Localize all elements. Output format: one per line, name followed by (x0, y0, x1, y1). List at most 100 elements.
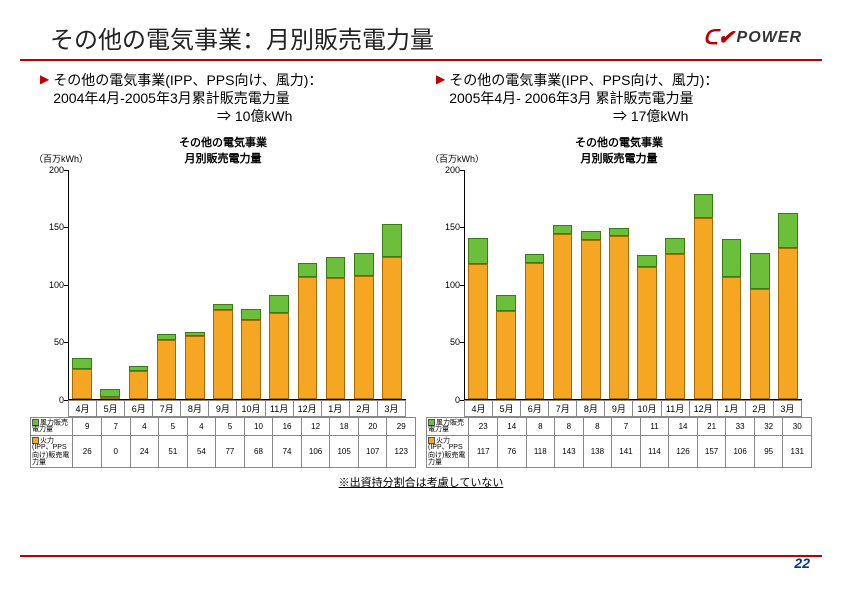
legend-cell: 風力販売電力量 (31, 417, 73, 435)
bar-slot (718, 170, 746, 399)
x-label: 2月 (350, 400, 378, 417)
chart-heading: その他の電気事業(IPP、PPS向け、風力)：2005年4月- 2006年3月 … (449, 71, 718, 126)
bar-orange (269, 313, 289, 398)
data-cell: 14 (669, 417, 698, 435)
bar-green (72, 358, 92, 368)
bar-green (241, 309, 261, 321)
bar-slot (746, 170, 774, 399)
data-cell: 114 (640, 435, 669, 468)
bar-slot (350, 170, 378, 399)
bar-orange (525, 263, 545, 399)
chart-column-1: ▶その他の電気事業(IPP、PPS向け、風力)：2005年4月- 2006年3月… (426, 71, 812, 468)
y-tick: 200 (436, 165, 460, 175)
data-cell: 4 (130, 417, 159, 435)
x-label: 9月 (209, 400, 237, 417)
x-label: 5月 (493, 400, 521, 417)
bar-orange (157, 340, 177, 399)
bar-green (694, 194, 714, 218)
bullet-icon: ▶ (40, 71, 49, 126)
data-cell: 5 (159, 417, 188, 435)
bar-slot (633, 170, 661, 399)
data-cell: 4 (187, 417, 216, 435)
logo-icon: ᑕ✔ (703, 25, 734, 50)
data-cell: 7 (101, 417, 130, 435)
bar-green (354, 253, 374, 276)
y-tick: 200 (40, 165, 64, 175)
x-label: 8月 (181, 400, 209, 417)
bar-green (468, 238, 488, 264)
bar-orange (100, 397, 120, 399)
x-label: 3月 (378, 400, 406, 417)
bar-slot (322, 170, 350, 399)
bar-orange (609, 236, 629, 398)
data-cell: 126 (669, 435, 698, 468)
data-table: 風力販売電力量23148887111421333230火力(IPP、PPS向け)… (426, 417, 812, 469)
y-tick: 0 (40, 395, 64, 405)
bar-green (722, 239, 742, 277)
y-axis-unit: （百万kWh） (430, 152, 484, 165)
bar-green (637, 255, 657, 268)
brand-logo: ᑕ✔ POWER (703, 25, 802, 50)
bar-orange (778, 248, 798, 399)
bar-orange (72, 369, 92, 399)
x-label: 1月 (322, 400, 350, 417)
chart-block: その他の電気事業月別販売電力量（百万kWh）0501001502004月5月6月… (30, 134, 416, 469)
data-cell: 54 (187, 435, 216, 468)
data-cell: 77 (216, 435, 245, 468)
data-cell: 26 (73, 435, 102, 468)
y-axis-unit: （百万kWh） (34, 152, 88, 165)
x-label: 7月 (153, 400, 181, 417)
x-label: 3月 (774, 400, 802, 417)
bar-slot (605, 170, 633, 399)
x-label: 12月 (294, 400, 322, 417)
data-cell: 32 (754, 417, 783, 435)
bar-slot (577, 170, 605, 399)
bar-slot (265, 170, 293, 399)
bar-orange (129, 371, 149, 399)
data-cell: 30 (783, 417, 812, 435)
data-cell: 143 (555, 435, 584, 468)
bar-orange (694, 218, 714, 399)
legend-cell: 風力販売電力量 (427, 417, 469, 435)
x-label: 4月 (68, 400, 97, 417)
data-cell: 68 (244, 435, 273, 468)
bar-orange (496, 311, 516, 398)
bar-green (553, 225, 573, 234)
bar-green (298, 263, 318, 277)
data-cell: 106 (726, 435, 755, 468)
data-cell: 105 (330, 435, 359, 468)
bar-slot (549, 170, 577, 399)
bar-slot (124, 170, 152, 399)
bar-slot (96, 170, 124, 399)
bar-green (665, 238, 685, 254)
bar-orange (241, 320, 261, 398)
data-cell: 8 (583, 417, 612, 435)
bar-slot (464, 170, 492, 399)
data-cell: 51 (159, 435, 188, 468)
data-cell: 11 (640, 417, 669, 435)
data-cell: 23 (469, 417, 498, 435)
x-label: 10月 (633, 400, 661, 417)
page-number: 22 (794, 555, 810, 571)
bar-green (581, 231, 601, 240)
y-tick: 50 (436, 337, 460, 347)
data-cell: 33 (726, 417, 755, 435)
logo-text: POWER (737, 29, 802, 47)
chart-area: 050100150200 (464, 170, 802, 400)
data-cell: 21 (697, 417, 726, 435)
y-tick: 100 (436, 280, 460, 290)
data-cell: 107 (358, 435, 387, 468)
bar-orange (553, 234, 573, 398)
x-label: 6月 (521, 400, 549, 417)
data-cell: 20 (358, 417, 387, 435)
data-cell: 10 (244, 417, 273, 435)
x-label: 5月 (97, 400, 125, 417)
legend-cell: 火力(IPP、PPS向け)販売電力量 (427, 435, 469, 468)
bar-slot (689, 170, 717, 399)
data-cell: 95 (754, 435, 783, 468)
bar-orange (298, 277, 318, 399)
data-cell: 12 (301, 417, 330, 435)
chart-block: その他の電気事業月別販売電力量（百万kWh）0501001502004月5月6月… (426, 134, 812, 469)
bar-slot (293, 170, 321, 399)
bar-orange (185, 336, 205, 398)
